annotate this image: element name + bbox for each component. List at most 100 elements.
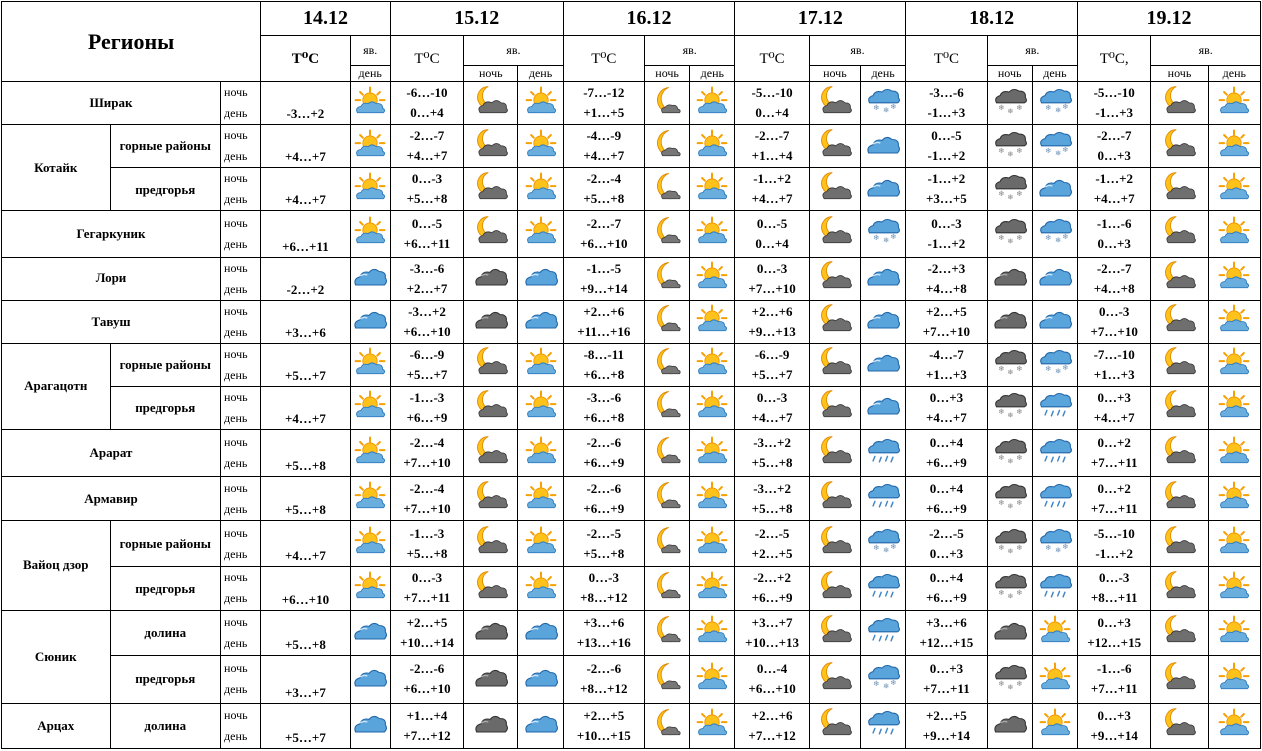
- region-name: Арарат: [0, 428, 222, 478]
- temp-day: +4…+8: [1093, 280, 1135, 296]
- dark-cloud-icon: [992, 706, 1028, 740]
- sun-cloud-icon: [352, 214, 388, 248]
- temp-range: 0…-3 -1…+2: [905, 210, 988, 258]
- moon-cloud-icon: [817, 388, 853, 422]
- dark-cloud-snow-icon: ❄ ❄ ❄: [992, 127, 1028, 161]
- weather-icon-cell: [463, 566, 519, 611]
- sun-cloud-icon: [523, 569, 559, 603]
- weather-icon-cell: [859, 385, 907, 431]
- temp-range: -5…-10 -1…+2: [1077, 520, 1152, 568]
- temp-night: -2…-4: [409, 480, 445, 496]
- temp-day: +5…+8: [406, 545, 448, 561]
- temp-day: 0…+3: [1097, 235, 1131, 251]
- region-row: Тавуш ночь день +3…+6 -3…+2 +6…+10 +2…+6 +11…+1…: [0, 299, 1262, 344]
- weather-icon-cell: [1207, 167, 1262, 212]
- weather-icon-cell: [643, 566, 691, 611]
- cloud-icon: [352, 706, 388, 740]
- cloud-snow-icon: ❄ ❄ ❄: [1037, 127, 1073, 161]
- date-header-5: 18.12: [905, 1, 1079, 36]
- temp-range: -2…-6 +6…+9: [562, 428, 646, 478]
- weather-icon-cell: [1150, 80, 1209, 126]
- temp-range: -3…-6 +2…+7: [389, 256, 465, 301]
- weather-icon-cell: [463, 609, 519, 656]
- weather-icon-cell: [808, 385, 862, 431]
- moon-icon: [649, 524, 685, 558]
- moon-cloud-icon: [817, 214, 853, 248]
- moon-cloud-icon: [1161, 84, 1197, 118]
- temp-night: 0…+3: [1097, 389, 1131, 405]
- weather-icon-cell: [643, 385, 691, 431]
- period-labels: ночь день: [220, 167, 262, 212]
- temp-night: -3…+2: [408, 303, 446, 319]
- temp-day: +9…+13: [748, 323, 796, 339]
- weather-icon-cell: [349, 476, 391, 522]
- temp-day: +5…+8: [583, 545, 625, 561]
- weather-icon-cell: [808, 124, 862, 169]
- temp-day: +5…+8: [751, 500, 793, 516]
- temp-range: -7…-12 +1…+5: [562, 80, 646, 126]
- sun-cloud-icon: [352, 524, 388, 558]
- cloud-snow-icon: ❄ ❄ ❄: [1037, 524, 1073, 558]
- sun-cloud-icon: [523, 170, 559, 204]
- weather-icon-cell: [349, 210, 391, 258]
- temp-range: 0…-3 +4…+7: [734, 385, 810, 431]
- cloud-icon: [523, 706, 559, 740]
- svg-text:❄: ❄: [1007, 456, 1013, 465]
- svg-text:❄: ❄: [1055, 236, 1061, 245]
- temp-day: +2…+5: [751, 545, 793, 561]
- temp-day: +5…+8: [583, 191, 625, 207]
- day-header-4: день: [859, 65, 907, 82]
- sun-cloud-icon: [1216, 302, 1252, 336]
- temp-range: +2…+5 +10…+14: [389, 609, 465, 656]
- temp-range: +2…+5 +7…+10: [905, 299, 988, 344]
- cloud-snow-icon: ❄ ❄ ❄: [1037, 345, 1073, 379]
- svg-text:❄: ❄: [1016, 453, 1022, 462]
- date-header-6: 19.12: [1077, 1, 1261, 36]
- temp-day: +7…+10: [748, 280, 796, 296]
- cloud-icon: [865, 170, 901, 204]
- weather-icon-cell: [689, 256, 736, 301]
- night-header-4: ночь: [808, 65, 862, 82]
- svg-text:❄: ❄: [1016, 189, 1022, 198]
- svg-text:❄: ❄: [998, 189, 1004, 198]
- regions-header: Регионы: [0, 1, 262, 82]
- temp-night: -4…-7: [929, 346, 964, 362]
- weather-icon-cell: [643, 476, 691, 522]
- moon-icon: [649, 170, 685, 204]
- temp-day: -1…+3: [927, 105, 966, 121]
- weather-icon-cell: [517, 299, 564, 344]
- sun-cloud-icon: [352, 434, 388, 468]
- weather-icon-cell: [859, 702, 907, 750]
- temp-night: 0…-5: [756, 215, 788, 231]
- weather-icon-cell: [643, 256, 691, 301]
- svg-text:❄: ❄: [1045, 364, 1051, 373]
- weather-icon-cell: [689, 520, 736, 568]
- temp-range: 0…+4 +6…+9: [905, 566, 988, 611]
- weather-icon-cell: ❄ ❄ ❄: [859, 210, 907, 258]
- temp-night: -2…+3: [927, 260, 966, 276]
- svg-text:❄: ❄: [998, 453, 1004, 462]
- weather-icon-cell: [349, 167, 391, 212]
- night-label: ночь: [224, 389, 248, 404]
- moon-icon: [649, 434, 685, 468]
- temp-night: 0…+3: [929, 389, 964, 405]
- temp-day: +13…+16: [576, 634, 631, 650]
- temp-range-day1: +3…+7: [260, 654, 351, 704]
- temp-day: +7…+11: [1090, 500, 1138, 516]
- svg-text:❄: ❄: [1007, 368, 1013, 377]
- sun-cloud-icon: [694, 259, 730, 293]
- region-row: Арагацотн горные районы ночь день +5…+7 -6…-9…: [1, 342, 1262, 431]
- sun-cloud-icon: [694, 388, 730, 422]
- weather-icon-cell: ❄ ❄ ❄: [1031, 342, 1079, 387]
- cloud-icon: [352, 660, 388, 694]
- sun-cloud-icon: [694, 479, 730, 513]
- region-name: Тавуш: [0, 299, 222, 344]
- moon-cloud-icon: [473, 524, 509, 558]
- period-labels: ночь день: [220, 342, 262, 387]
- moon-cloud-icon: [817, 127, 853, 161]
- dark-cloud-snow-icon: ❄ ❄ ❄: [992, 214, 1028, 248]
- weather-icon-cell: [463, 256, 519, 301]
- temp-range: -3…+2 +6…+10: [389, 299, 465, 344]
- temp-day: -1…+3: [1095, 105, 1134, 121]
- weather-icon-cell: [1031, 566, 1079, 611]
